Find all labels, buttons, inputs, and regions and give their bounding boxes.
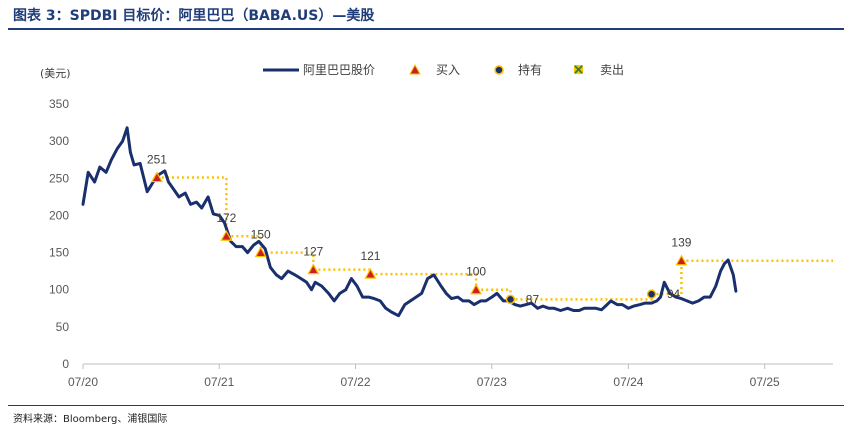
- target-price-label: 251: [147, 153, 167, 167]
- buy-marker: [470, 283, 483, 295]
- buy-marker: [220, 229, 233, 241]
- price-chart: (美元) 阿里巴巴股价 买入 持有 卖出 050100150200250300350 …: [40, 62, 833, 389]
- y-tick-label: 250: [49, 171, 69, 185]
- y-tick-label: 100: [49, 283, 69, 297]
- y-tick-label: 200: [49, 208, 69, 222]
- target-price-label: 150: [251, 228, 271, 242]
- buy-marker: [675, 254, 688, 266]
- footer-rule: [8, 405, 844, 406]
- hold-marker: [646, 289, 657, 299]
- figure-title: 图表 3：SPDBI 目标价：阿里巴巴（BABA.US）—美股: [13, 8, 375, 24]
- y-tick-label: 150: [49, 246, 69, 260]
- y-axis: 0 50 100 150 200 250 300 350: [49, 97, 69, 371]
- x-tick-label: 07/21: [204, 375, 234, 389]
- price-series: [81, 126, 738, 318]
- x-axis: 07/20 07/21 07/22 07/23 07/24 07/25: [68, 363, 833, 389]
- legend-label: 阿里巴巴股价: [303, 63, 375, 77]
- x-tick-label: 07/23: [477, 375, 507, 389]
- price-line: [81, 126, 738, 318]
- y-tick-label: 300: [49, 134, 69, 148]
- legend-triangle-icon: [409, 63, 421, 75]
- target-price-line: [313, 268, 372, 275]
- y-axis-unit-label: (美元): [40, 67, 71, 80]
- target-price-label: 172: [216, 211, 236, 225]
- hold-marker: [505, 294, 516, 305]
- legend-label: 卖出: [600, 63, 624, 77]
- y-tick-label: 350: [49, 97, 69, 111]
- legend: 阿里巴巴股价 买入 持有 卖出: [263, 62, 624, 77]
- target-price-label: 139: [671, 236, 691, 250]
- target-price-line: [510, 294, 653, 301]
- buy-marker: [254, 246, 267, 258]
- x-tick-label: 07/22: [341, 375, 371, 389]
- target-price-label: 121: [360, 249, 380, 263]
- target-price-label: 87: [526, 292, 540, 306]
- source-note: 资料来源：Bloomberg、浦银国际: [13, 414, 168, 425]
- legend-label: 持有: [518, 62, 542, 77]
- rating-markers: 251 172 150 127 121 100 87 94 139: [147, 153, 692, 307]
- y-tick-label: 0: [62, 357, 69, 371]
- buy-marker: [364, 267, 377, 279]
- legend-x-mark: [574, 65, 583, 74]
- target-price-label: 94: [667, 287, 681, 301]
- buy-marker: [307, 263, 320, 275]
- legend-label: 买入: [436, 63, 460, 77]
- title-rule: [8, 28, 844, 30]
- x-tick-label: 07/24: [613, 375, 643, 389]
- target-price-label: 100: [466, 265, 486, 279]
- target-price-line: [156, 176, 228, 237]
- y-tick-label: 50: [56, 320, 70, 334]
- buy-marker: [150, 171, 163, 183]
- target-price-label: 127: [303, 245, 323, 259]
- x-tick-label: 07/25: [750, 375, 780, 389]
- legend-circle-icon: [494, 65, 504, 75]
- x-tick-label: 07/20: [68, 375, 98, 389]
